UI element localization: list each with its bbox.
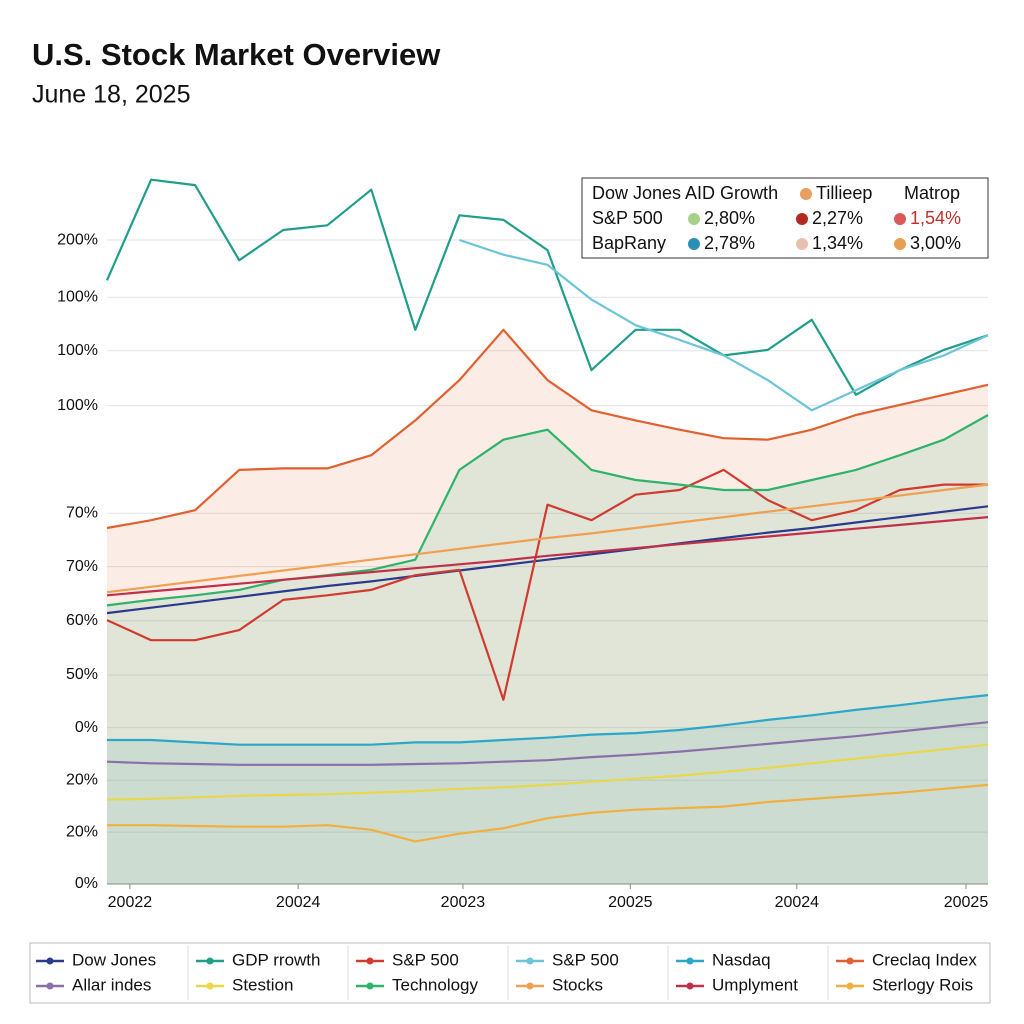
info-dot	[796, 213, 808, 225]
series-line	[106, 505, 989, 615]
series-line	[107, 783, 989, 843]
chart-subtitle: June 18, 2025	[32, 81, 190, 109]
series-line	[459, 238, 989, 412]
legend-marker	[686, 982, 694, 990]
legend-marker	[46, 957, 54, 965]
info-cell: 1,54%	[910, 208, 961, 228]
axes: 200% 100% 100% 100% 70% 70% 60% 50% 0% 20% 20% 0% 20…	[57, 231, 988, 911]
info-dot	[688, 238, 700, 250]
series-line	[106, 721, 989, 766]
info-cell: 2,80%	[704, 208, 755, 228]
legend-marker	[206, 957, 214, 965]
info-cell: 2,27%	[812, 208, 863, 228]
info-cell: Tillieep	[816, 183, 872, 203]
info-cell: 2,78%	[704, 233, 755, 253]
legend-marker	[206, 982, 214, 990]
info-box: Dow Jones AID Growth Tillieep Matrop S&P 50…	[581, 177, 989, 259]
x-tick-label: 20022	[108, 894, 153, 911]
legend-label: S&P 500	[392, 950, 459, 969]
legend-frame	[29, 942, 991, 1004]
legend-label: S&P 500	[552, 950, 619, 969]
y-tick-label: 60%	[66, 612, 98, 629]
x-tick-label: 20025	[608, 894, 653, 911]
legend-label: Allar indes	[72, 975, 151, 994]
x-tick-label: 20024	[276, 894, 321, 911]
info-dot	[796, 238, 808, 250]
info-cell: 3,00%	[910, 233, 961, 253]
y-tick-label: 20%	[66, 772, 98, 789]
legend-label: GDP rrowth	[232, 950, 321, 969]
y-tick-label: 50%	[66, 666, 98, 683]
chart-title: U.S. Stock Market Overview	[32, 37, 441, 72]
y-tick-label: 100%	[57, 342, 98, 359]
info-cell: 1,34%	[812, 233, 863, 253]
legend-marker	[46, 982, 54, 990]
legend-marker	[846, 957, 854, 965]
legend-label: Dow Jones	[72, 950, 156, 969]
legend-label: Sterlogy Rois	[872, 975, 973, 994]
x-tick-label: 20025	[944, 894, 989, 911]
area	[107, 695, 988, 884]
legend-label: Nasdaq	[712, 950, 771, 969]
series-line	[106, 468, 988, 701]
y-tick-label: 20%	[66, 823, 98, 840]
legend-marker	[526, 982, 534, 990]
info-row-label: S&P 500	[592, 208, 663, 228]
lines	[105, 178, 989, 843]
legend-marker	[526, 957, 534, 965]
y-tick-label: 0%	[75, 719, 98, 736]
series-line	[106, 483, 989, 594]
info-dot	[894, 238, 906, 250]
info-row-label: BapRany	[592, 233, 666, 253]
info-dot	[800, 188, 812, 200]
legend-marker	[366, 957, 374, 965]
series-line	[107, 694, 989, 746]
info-cell: Matrop	[904, 183, 960, 203]
legend-label: Creclaq Index	[872, 950, 977, 969]
x-tick-label: 20023	[441, 894, 486, 911]
series-line	[106, 516, 989, 597]
y-tick-label: 0%	[75, 875, 98, 892]
series-line	[106, 414, 989, 607]
y-tick-label: 70%	[66, 504, 98, 521]
legend-label: Stestion	[232, 975, 293, 994]
y-tick-label: 100%	[57, 397, 98, 414]
y-tick-label: 200%	[57, 231, 98, 248]
legend-label: Stocks	[552, 975, 603, 994]
legend-label: Technology	[392, 975, 479, 994]
y-tick-label: 70%	[66, 558, 98, 575]
grid	[107, 239, 988, 885]
legend-marker	[846, 982, 854, 990]
series-line	[106, 328, 989, 530]
y-tick-label: 100%	[57, 289, 98, 306]
legend: Dow Jones GDP rrowth S&P 500 S&P 500 Nasdaq C…	[29, 942, 991, 1004]
series-line	[106, 743, 989, 801]
x-tick-label: 20024	[775, 894, 820, 911]
legend-marker	[686, 957, 694, 965]
legend-label: Umplyment	[712, 975, 798, 994]
info-box-frame	[581, 177, 989, 259]
series-line	[105, 178, 989, 396]
info-row-label: Dow Jones AID Growth	[592, 183, 778, 203]
info-dot	[688, 213, 700, 225]
info-dot	[894, 213, 906, 225]
legend-marker	[366, 982, 374, 990]
